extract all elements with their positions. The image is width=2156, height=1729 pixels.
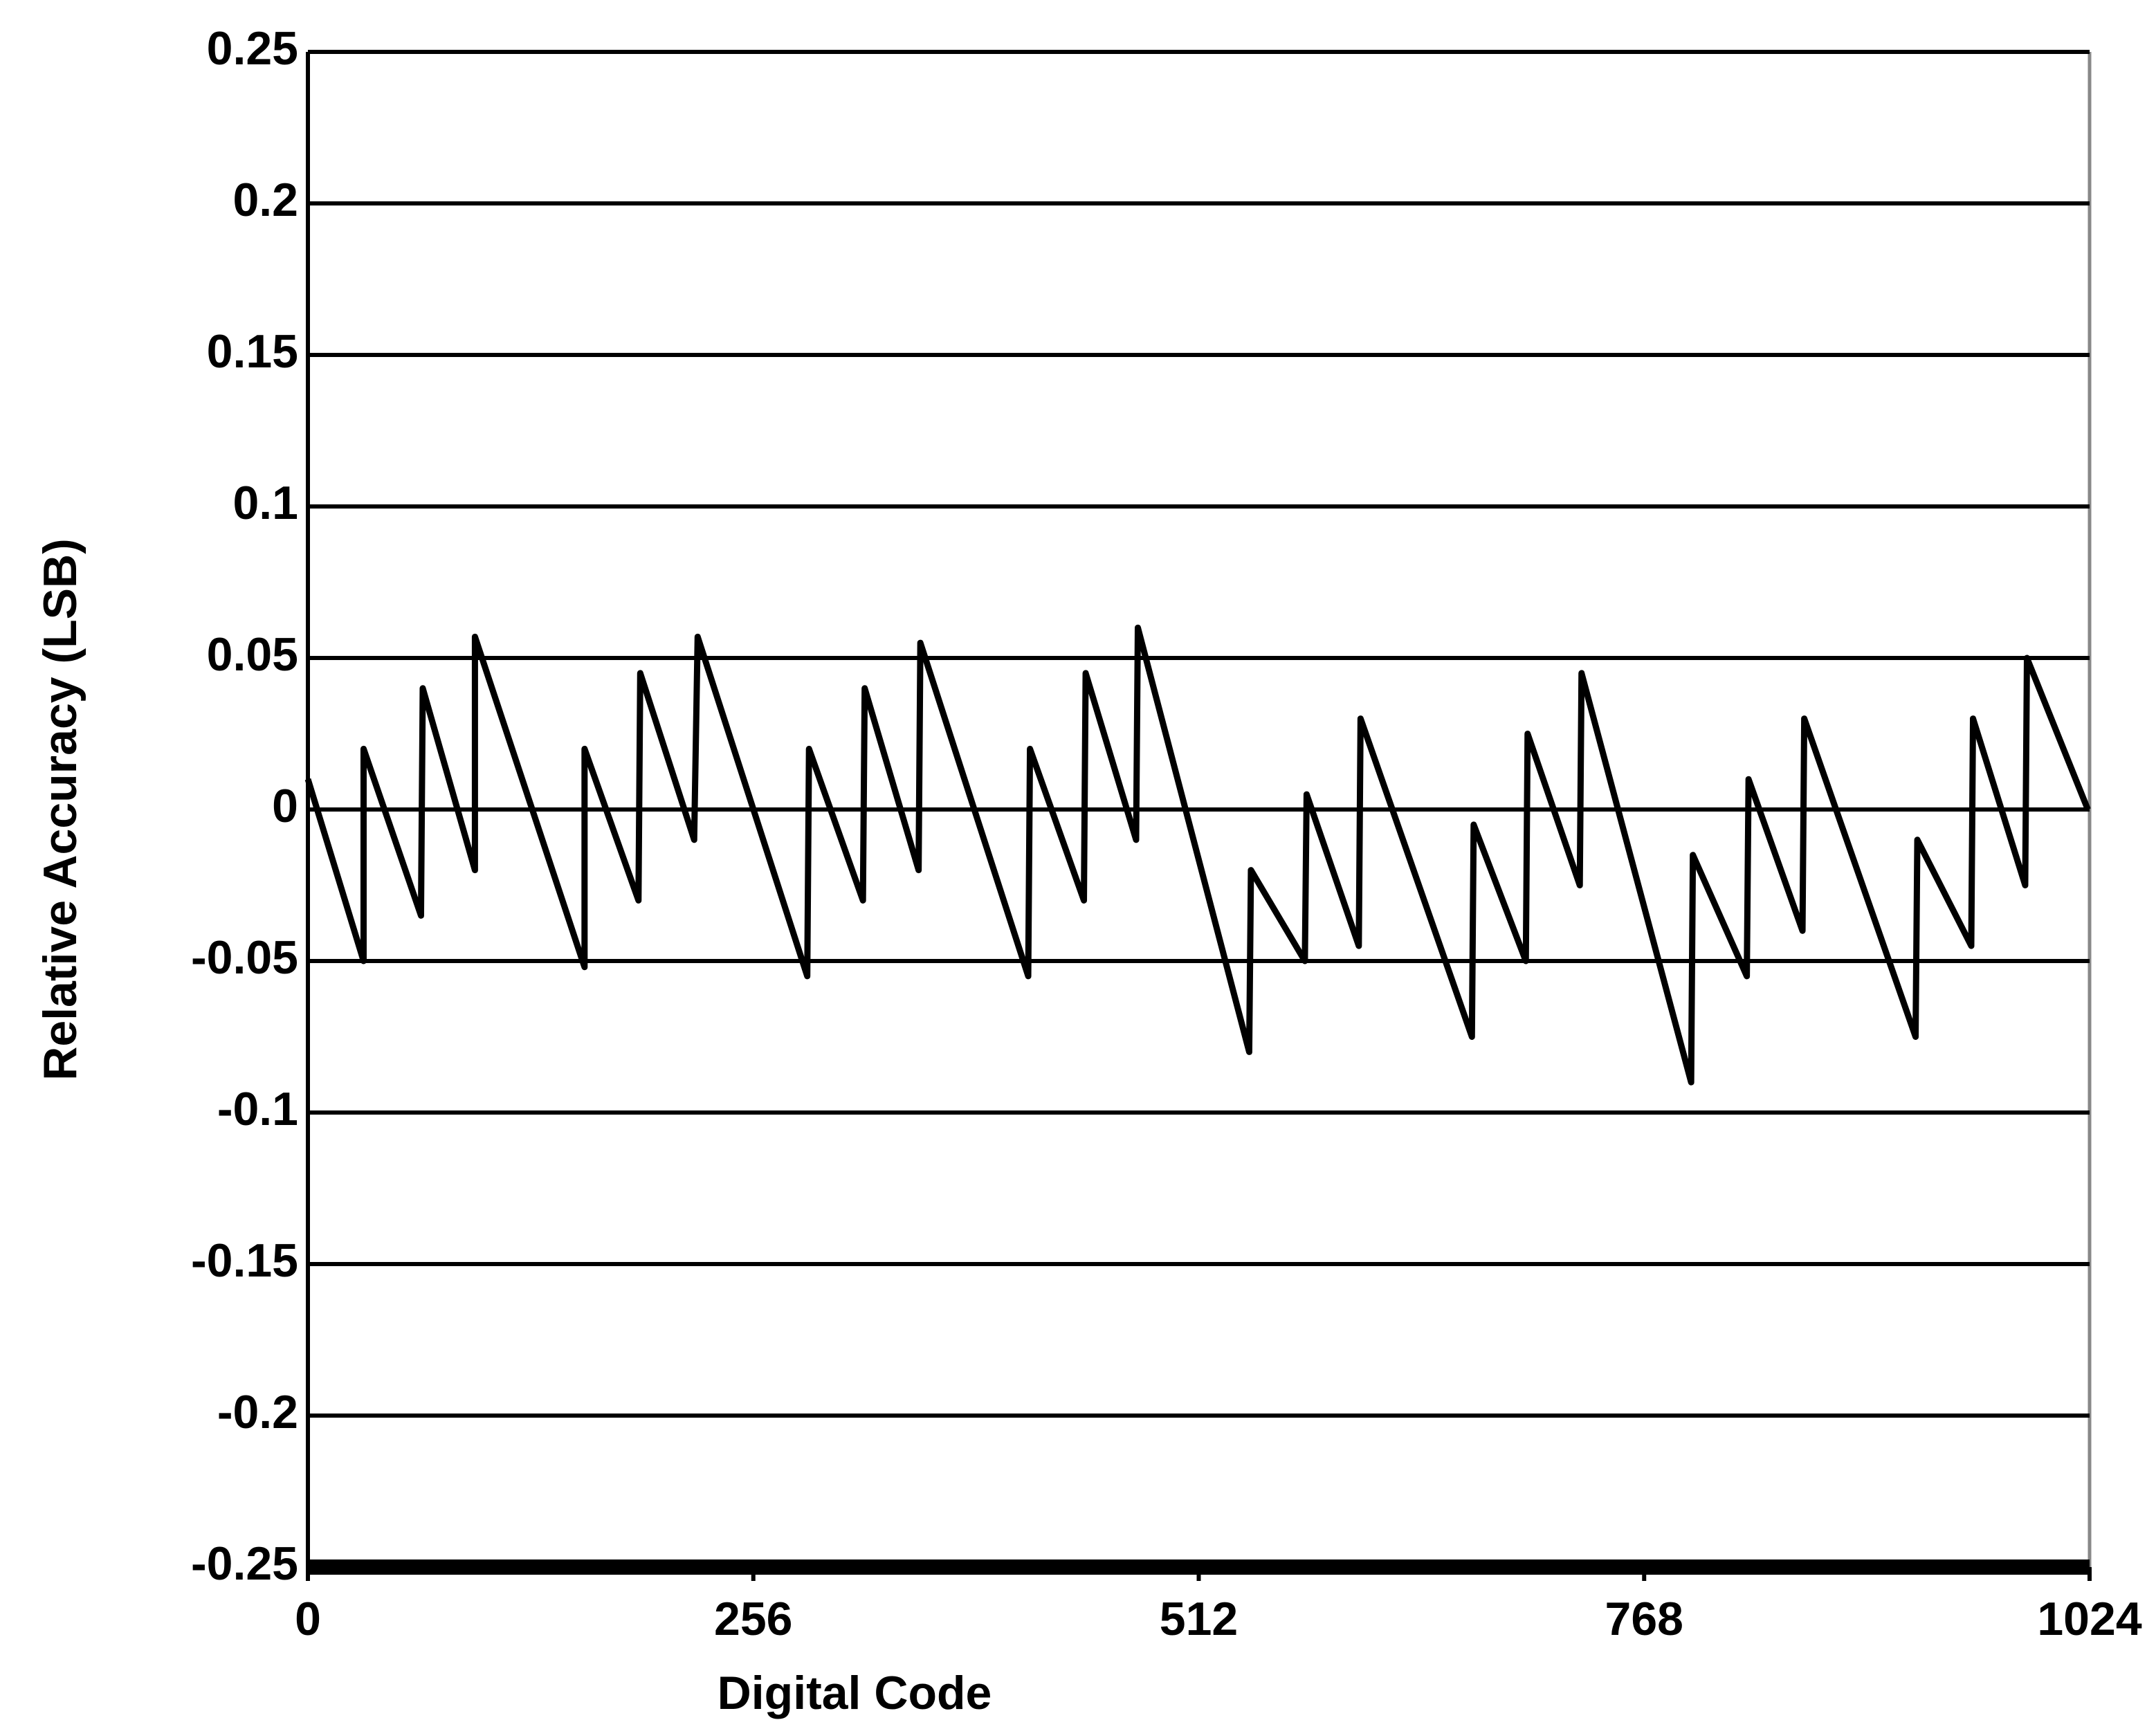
y-tick-label: -0.25 bbox=[191, 1537, 298, 1590]
x-axis-label: Digital Code bbox=[718, 1667, 992, 1719]
x-tick-label: 1024 bbox=[2037, 1593, 2141, 1645]
y-tick-label: -0.05 bbox=[191, 931, 298, 984]
x-tick-label: 0 bbox=[295, 1593, 321, 1645]
y-tick-label: -0.1 bbox=[217, 1083, 298, 1135]
y-tick-label: 0.1 bbox=[232, 477, 298, 529]
y-axis-label: Relative Accuracy (LSB) bbox=[34, 538, 86, 1081]
x-tick-label: 512 bbox=[1160, 1593, 1238, 1645]
y-tick-label: 0 bbox=[272, 780, 298, 832]
x-tick-label: 768 bbox=[1605, 1593, 1683, 1645]
y-tick-label: 0.05 bbox=[207, 628, 298, 681]
y-tick-label: 0.25 bbox=[207, 22, 298, 75]
data-line bbox=[304, 624, 2091, 1086]
y-tick-label: 0.2 bbox=[232, 174, 298, 226]
y-tick-label: -0.15 bbox=[191, 1234, 298, 1287]
x-tick-label: 256 bbox=[714, 1593, 792, 1645]
y-tick-label: 0.15 bbox=[207, 325, 298, 378]
y-tick-label: -0.2 bbox=[217, 1386, 298, 1438]
